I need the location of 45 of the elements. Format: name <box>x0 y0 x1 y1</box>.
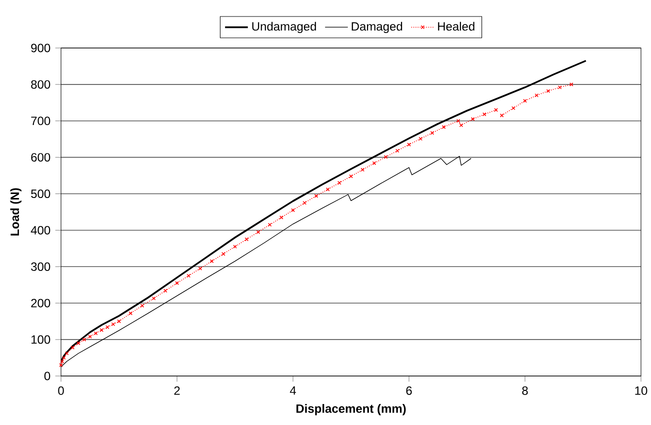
y-tick-label: 700 <box>31 116 50 126</box>
legend-label: Healed <box>438 22 474 31</box>
y-tick-label: 800 <box>31 80 50 89</box>
x-tick-label: 2 <box>174 386 180 395</box>
point <box>268 222 272 227</box>
point <box>221 252 226 256</box>
point <box>105 325 110 330</box>
point <box>494 108 498 112</box>
y-tick-label: 100 <box>32 335 50 344</box>
point <box>140 304 144 308</box>
y-tick-label: 600 <box>31 153 50 162</box>
y-tick-label: 500 <box>31 190 50 198</box>
point <box>534 93 539 98</box>
point <box>59 363 63 367</box>
y-tick-label: 200 <box>31 298 50 308</box>
line-series <box>61 156 472 368</box>
point <box>279 216 284 220</box>
y-tick-label: 0 <box>44 372 50 380</box>
y-tick-label: 300 <box>31 262 50 271</box>
x-tick-label: 4 <box>290 386 296 395</box>
y-tick-label: 400 <box>30 226 50 234</box>
y-tick-label: 900 <box>31 44 50 52</box>
x-tick-label: 6 <box>406 386 412 395</box>
point <box>210 259 214 264</box>
point <box>302 200 307 205</box>
point <box>558 85 562 90</box>
point <box>459 123 464 128</box>
point <box>569 82 574 86</box>
point <box>511 106 516 110</box>
legend-label: Damaged <box>352 22 402 34</box>
y-axis-title: Load (N) <box>10 188 22 236</box>
point <box>175 281 179 285</box>
point <box>94 331 98 336</box>
x-tick-label: 10 <box>635 386 648 395</box>
point <box>372 161 376 166</box>
point <box>337 180 342 185</box>
legend-label: Undamaged <box>252 22 316 34</box>
x-tick-label: 8 <box>522 386 528 395</box>
x-tick-label: 0 <box>58 386 64 395</box>
point <box>70 346 75 350</box>
point <box>482 112 486 116</box>
point <box>111 322 116 326</box>
x-axis-title: Displacement (mm) <box>296 404 406 416</box>
point <box>100 328 104 332</box>
point <box>152 296 156 300</box>
